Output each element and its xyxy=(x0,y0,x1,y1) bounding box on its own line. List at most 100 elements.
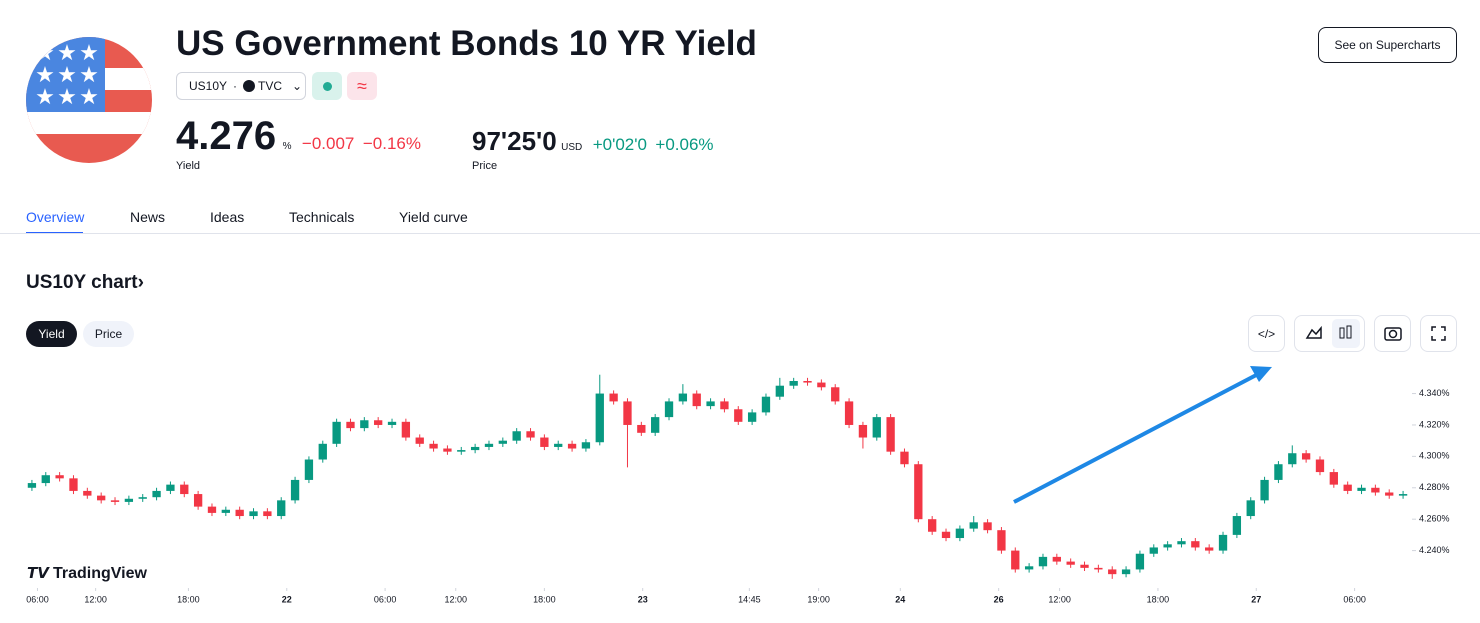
candle-body xyxy=(263,511,272,517)
candle-body xyxy=(761,396,771,413)
candle-body xyxy=(1343,484,1352,491)
x-tick-label: 06:00 xyxy=(26,594,49,604)
candle-body xyxy=(249,511,258,517)
candle-body xyxy=(803,380,812,383)
x-tick-label: 18:00 xyxy=(177,594,200,604)
candle-body xyxy=(318,443,327,460)
svg-text:★: ★ xyxy=(35,62,55,87)
candle-body xyxy=(1052,556,1061,562)
svg-text:★: ★ xyxy=(79,62,99,87)
annotation-arrow xyxy=(1013,370,1263,504)
x-tick-label: 23 xyxy=(638,594,648,604)
candle-body xyxy=(55,475,64,479)
candle-body xyxy=(1038,556,1048,567)
candle-body xyxy=(844,401,854,425)
svg-text:★: ★ xyxy=(57,40,77,65)
price-toggle[interactable]: Price xyxy=(83,321,134,347)
candle-body xyxy=(941,531,951,539)
tab[interactable]: Technicals xyxy=(289,209,355,225)
candle-body xyxy=(997,530,1006,551)
symbol: US10Y xyxy=(189,79,228,93)
x-tick-label: 14:45 xyxy=(738,594,761,604)
candle-body xyxy=(1329,472,1338,485)
candle-body xyxy=(1094,567,1103,570)
candle-body xyxy=(540,437,549,447)
candle-body xyxy=(706,401,715,407)
candle-body xyxy=(193,494,203,507)
candle-body xyxy=(554,443,563,447)
x-tick-label: 06:00 xyxy=(374,594,397,604)
watermark: 𝙏𝙑 TradingView xyxy=(27,565,148,582)
y-tick-label: 4.240% xyxy=(1419,545,1450,555)
candle-body xyxy=(581,442,591,449)
title: US Government Bonds 10 YR Yield xyxy=(176,24,757,63)
candle-body xyxy=(207,506,217,513)
x-tick-label: 24 xyxy=(895,594,905,604)
symbol-chip[interactable]: US10Y · TVC ⌄ xyxy=(176,72,306,100)
candle-body xyxy=(872,417,881,438)
flag-icon: ★ ★ ★★ ★ ★★ ★ ★ xyxy=(26,37,152,163)
candle-body xyxy=(1315,459,1325,473)
candle-body xyxy=(470,446,480,451)
snapshot-button[interactable] xyxy=(1374,315,1411,352)
candle-body xyxy=(734,409,743,422)
svg-text:★: ★ xyxy=(35,84,55,109)
x-tick-label: 19:00 xyxy=(807,594,830,604)
candle-body xyxy=(1121,569,1131,575)
candle-body xyxy=(346,421,355,429)
candle-body xyxy=(374,420,383,425)
chart-heading[interactable]: US10Y chart› xyxy=(26,272,144,293)
svg-text:★: ★ xyxy=(79,84,99,109)
candle-body xyxy=(747,412,757,422)
candle-body xyxy=(720,401,729,410)
candle-body xyxy=(789,380,798,386)
candle-body xyxy=(526,431,535,438)
candle-body xyxy=(928,519,937,532)
x-tick-label: 12:00 xyxy=(1048,594,1071,604)
x-tick-label: 12:00 xyxy=(444,594,467,604)
yield-toggle[interactable]: Yield xyxy=(26,321,77,347)
candle-body xyxy=(97,495,106,501)
yield-unit: % xyxy=(282,141,292,152)
y-tick-label: 4.320% xyxy=(1419,419,1450,429)
x-tick-label: 22 xyxy=(282,594,292,604)
tab[interactable]: Ideas xyxy=(210,209,245,225)
candle-body xyxy=(595,393,604,443)
exchange: TVC xyxy=(258,79,283,93)
yield-label: Yield xyxy=(176,160,201,172)
supercharts-button[interactable]: See on Supercharts xyxy=(1318,27,1457,63)
candle-body xyxy=(443,448,452,452)
candle-body xyxy=(138,497,147,499)
candle-body xyxy=(83,490,92,496)
candle-body xyxy=(360,420,369,429)
chart-style-buttons[interactable] xyxy=(1294,315,1365,352)
candle-body xyxy=(567,443,577,449)
candle-body xyxy=(664,401,674,418)
candle-body xyxy=(110,500,120,502)
candle-body xyxy=(1218,534,1228,551)
candle-body xyxy=(623,401,632,425)
candle-body xyxy=(1191,541,1200,548)
candle-body xyxy=(1080,564,1089,568)
embed-button[interactable]: </> xyxy=(1248,315,1285,352)
yield-value: 4.276 xyxy=(176,114,277,158)
candle-body xyxy=(1011,550,1020,570)
candle-body xyxy=(969,522,978,529)
tab[interactable]: Overview xyxy=(26,209,85,225)
candle-body xyxy=(678,393,688,402)
candle-body xyxy=(1177,541,1186,545)
candle-body xyxy=(692,393,701,407)
candle-body xyxy=(1288,453,1297,465)
tab[interactable]: Yield curve xyxy=(399,209,468,225)
delayed-badge[interactable]: ≈ xyxy=(347,72,377,100)
market-open-badge[interactable] xyxy=(312,72,342,100)
candle-body xyxy=(484,443,494,447)
tab[interactable]: News xyxy=(130,209,166,225)
candle-body xyxy=(221,509,230,513)
candle-body xyxy=(1024,566,1034,570)
price-unit: USD xyxy=(561,142,583,153)
candle-body xyxy=(1371,487,1380,493)
candle-body xyxy=(1274,464,1283,480)
x-tick-label: 27 xyxy=(1251,594,1261,604)
fullscreen-button[interactable] xyxy=(1420,315,1457,352)
